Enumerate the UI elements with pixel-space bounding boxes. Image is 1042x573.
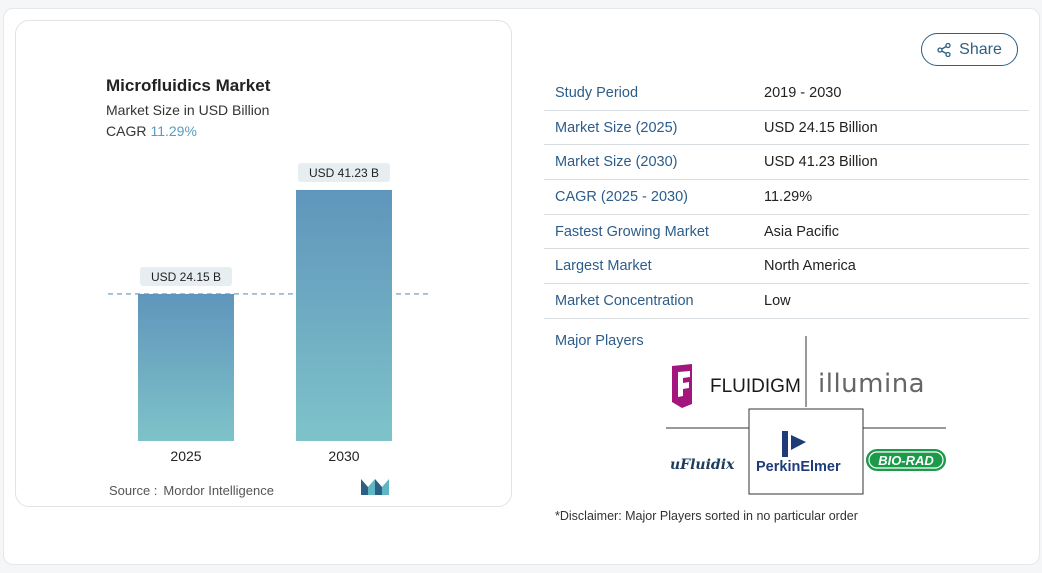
divider (748, 408, 864, 495)
chart-card: Microfluidics Market Market Size in USD … (15, 20, 512, 507)
table-row: Market Concentration Low (544, 284, 1029, 319)
chart-cagr: CAGR 11.29% (106, 123, 197, 139)
chart-subtitle: Market Size in USD Billion (106, 102, 270, 118)
share-icon (937, 42, 951, 57)
disclaimer: *Disclaimer: Major Players sorted in no … (555, 509, 858, 523)
cagr-value: 11.29% (150, 123, 197, 139)
bar-2030 (296, 189, 392, 441)
biorad-logo-icon: BIO-RAD (866, 449, 946, 471)
share-button[interactable]: Share (921, 33, 1018, 66)
table-row: CAGR (2025 - 2030) 11.29% (544, 180, 1029, 215)
row-value: Low (764, 292, 791, 309)
row-value: USD 41.23 Billion (764, 154, 878, 171)
perkinelmer-logo-icon: PerkinElmer (756, 431, 841, 475)
row-key: Market Size (2030) (555, 154, 678, 171)
table-row: Market Size (2030) USD 41.23 Billion (544, 145, 1029, 181)
x-tick-label: 2025 (170, 448, 201, 464)
perkinelmer-text: PerkinElmer (756, 459, 841, 475)
row-key: CAGR (2025 - 2030) (555, 188, 688, 205)
row-value: North America (764, 258, 856, 275)
source-line: Source : Mordor Intelligence (109, 483, 274, 498)
fluidigm-text: FLUIDIGM (710, 376, 801, 397)
source-name: Mordor Intelligence (163, 483, 274, 498)
share-label: Share (959, 40, 1002, 58)
row-value: 11.29% (764, 188, 813, 205)
illumina-logo-icon: illumina (818, 369, 925, 399)
illumina-text: illumina (818, 369, 925, 399)
bar-chart: USD 24.15 B 2025 USD 41.23 B 2030 (108, 162, 428, 464)
data-label-bg (298, 162, 390, 182)
data-label: USD 24.15 B (151, 270, 221, 284)
fluidigm-logo-icon: FLUIDIGM (672, 364, 801, 408)
row-key: Study Period (555, 84, 639, 101)
biorad-text: BIO-RAD (878, 453, 934, 468)
major-players-label: Major Players (555, 333, 644, 349)
chart-title: Microfluidics Market (106, 76, 271, 95)
row-value: 2019 - 2030 (764, 84, 842, 101)
x-tick-label: 2030 (328, 448, 359, 464)
mordor-logo-icon (361, 479, 389, 495)
ufluidix-text: uFluidix (670, 457, 735, 473)
table-row: Study Period 2019 - 2030 (544, 76, 1029, 111)
market-info-table: Study Period 2019 - 2030 Market Size (202… (544, 76, 1029, 319)
table-row: Market Size (2025) USD 24.15 Billion (544, 111, 1029, 146)
row-value: USD 24.15 Billion (764, 119, 878, 136)
source-label: Source : (109, 483, 158, 498)
data-label-bg (140, 266, 232, 286)
data-label: USD 41.23 B (309, 166, 379, 180)
table-row: Largest Market North America (544, 249, 1029, 285)
cagr-label: CAGR (106, 123, 147, 139)
ufluidix-logo-icon: uFluidix (670, 457, 735, 473)
row-value: Asia Pacific (764, 223, 839, 240)
row-key: Market Concentration (555, 292, 694, 309)
row-key: Fastest Growing Market (555, 223, 709, 240)
major-players-logos: FLUIDIGM illumina uFluidix PerkinElmer B… (666, 336, 946, 495)
row-key: Market Size (2025) (555, 119, 678, 136)
table-row: Fastest Growing Market Asia Pacific (544, 215, 1029, 250)
row-key: Largest Market (555, 258, 652, 275)
bar-2025 (138, 293, 234, 441)
